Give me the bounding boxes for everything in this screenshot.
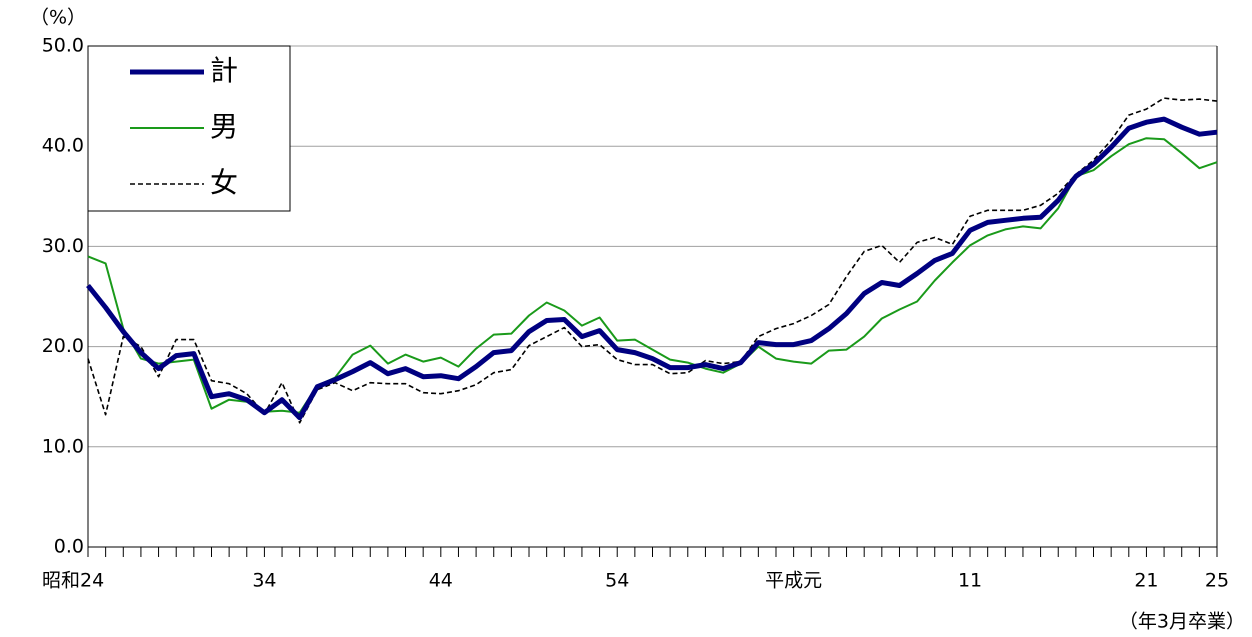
legend-label: 計 [210,54,238,87]
x-tick-label: 44 [429,570,453,592]
y-tick-label: 50.0 [42,35,84,57]
series-line [87,97,1218,424]
legend-label: 女 [210,166,238,199]
y-unit-label: （%） [30,7,86,29]
x-tick-label: 21 [1134,570,1158,592]
x-tick-label: 34 [252,570,276,592]
x-tick-label: 平成元 [765,570,822,592]
series-line [86,116,1218,421]
y-tick-label: 0.0 [54,536,84,558]
x-tick-label: 11 [958,570,982,592]
x-tick-label: 昭和24 [42,570,104,592]
y-tick-label: 20.0 [42,335,84,357]
y-tick-label: 40.0 [42,135,84,157]
x-tick-label: 25 [1205,570,1229,592]
legend-label: 男 [210,110,238,143]
y-tick-label: 30.0 [42,235,84,257]
x-tick-label: 54 [605,570,629,592]
x-unit-label: （年3月卒業） [1119,611,1245,633]
series-line [87,137,1218,414]
y-tick-label: 10.0 [42,435,84,457]
